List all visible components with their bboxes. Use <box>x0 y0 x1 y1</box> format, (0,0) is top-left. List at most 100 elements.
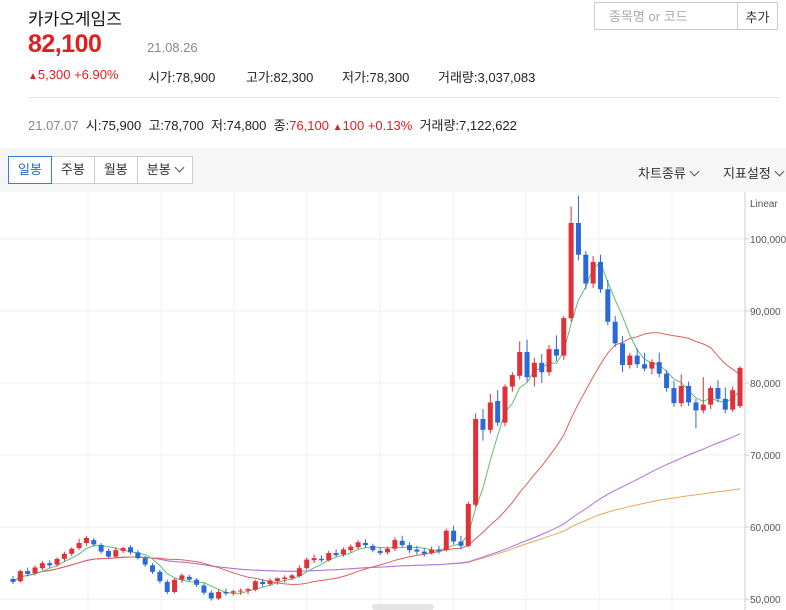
high-label: 고가 <box>246 70 270 85</box>
candle-body <box>91 540 97 545</box>
hover-low-label: 저 <box>211 118 223 133</box>
candle-body <box>201 585 207 593</box>
candle-body <box>392 540 398 549</box>
candle-body <box>311 558 317 561</box>
candle-body <box>120 548 126 551</box>
candle-body <box>634 355 640 365</box>
stock-name: 카카오게임즈 <box>28 10 122 29</box>
candle-body <box>69 548 75 554</box>
candle-body <box>656 362 662 374</box>
candle-body <box>150 565 156 572</box>
candle-body <box>517 351 523 376</box>
candle-body <box>715 388 721 399</box>
candle-body <box>414 549 420 552</box>
change-percent: +6.90% <box>74 67 119 82</box>
chevron-down-icon <box>174 162 185 173</box>
candle-body <box>157 571 163 582</box>
change-amount: 5,300 <box>37 67 71 82</box>
period-tabs: 일봉 주봉 월봉 분봉 <box>8 156 193 184</box>
candle-body <box>605 289 611 322</box>
y-tick-label: 90,000 <box>750 307 781 318</box>
ma120-line <box>12 488 741 583</box>
candle-body <box>17 571 23 582</box>
tab-minute[interactable]: 분봉 <box>136 156 193 184</box>
candle-body <box>737 367 743 407</box>
search-input[interactable] <box>595 3 737 29</box>
low-value: 78,300 <box>369 70 410 85</box>
candle-body <box>83 537 89 543</box>
candle-body <box>260 581 266 585</box>
candle-body <box>289 575 295 579</box>
candle-body <box>458 541 464 546</box>
candle-body <box>509 375 515 387</box>
candle-body <box>399 540 405 546</box>
price-date: 21.08.26 <box>147 40 198 55</box>
candle-body <box>127 547 133 553</box>
hover-volume: 7,122,622 <box>459 118 517 133</box>
candle-body <box>179 575 185 580</box>
high-value: 82,300 <box>273 70 314 85</box>
tab-monthly[interactable]: 월봉 <box>93 156 138 184</box>
candle-body <box>340 549 346 555</box>
chart-scrollbar[interactable] <box>372 604 434 610</box>
current-price: 82,100 <box>28 30 102 58</box>
stock-search: 추가 <box>594 2 778 30</box>
candle-body <box>76 542 82 549</box>
candle-body <box>590 261 596 284</box>
candle-body <box>10 579 16 582</box>
add-button[interactable]: 추가 <box>737 3 777 29</box>
chevron-down-icon <box>689 166 700 177</box>
open-stat: 시가:78,900 <box>148 70 216 85</box>
candlestick-chart[interactable]: Linear 100,000 90,000 80,000 70,000 60,000 50… <box>0 192 786 610</box>
candle-body <box>296 568 302 577</box>
candle-body <box>362 542 368 546</box>
candle-body <box>370 545 376 551</box>
candle-body <box>678 385 684 404</box>
candle-body <box>25 571 31 574</box>
chart-type-label: 차트종류 <box>638 166 686 181</box>
moving-averages <box>12 261 741 595</box>
candle-body <box>531 362 537 378</box>
candle-body <box>164 581 170 592</box>
candle-body <box>421 551 427 554</box>
tab-minute-label: 분봉 <box>146 162 171 177</box>
hover-volume-label: 거래량 <box>419 118 456 133</box>
volume-stat: 거래량:3,037,083 <box>438 70 536 85</box>
candle-body <box>135 552 141 559</box>
candle-body <box>465 504 471 546</box>
candle-body <box>568 222 574 319</box>
hover-high-label: 고 <box>148 118 161 133</box>
scale-label: Linear <box>750 199 778 210</box>
candle-body <box>693 402 699 411</box>
chart-type-menu[interactable]: 차트종류 <box>638 163 700 182</box>
candle-body <box>671 388 677 404</box>
candle-body <box>730 390 736 410</box>
tab-daily[interactable]: 일봉 <box>8 156 52 184</box>
hover-open: 75,900 <box>101 118 142 133</box>
y-tick-label: 80,000 <box>750 379 781 390</box>
hover-open-label: 시 <box>85 118 98 133</box>
candle-body <box>429 549 435 554</box>
candle-body <box>649 362 655 369</box>
candle-body <box>436 549 442 551</box>
candle-body <box>333 553 339 556</box>
candle-body <box>502 386 508 423</box>
hover-change: 100 <box>342 118 365 133</box>
candle-body <box>274 578 280 582</box>
candle-body <box>575 222 581 255</box>
candle-body <box>304 559 310 569</box>
candle-body <box>245 589 251 591</box>
candle-body <box>113 550 119 557</box>
indicator-settings-menu[interactable]: 지표설정 <box>723 163 785 182</box>
hover-close: 76,100 <box>289 118 329 133</box>
candle-body <box>377 550 383 554</box>
candle-body <box>700 404 706 411</box>
candle-body <box>664 373 670 389</box>
candle-body <box>583 254 589 284</box>
indicator-settings-label: 지표설정 <box>723 166 771 181</box>
y-tick-label: 100,000 <box>750 235 786 246</box>
price-change: ▲5,300 +6.90% <box>28 67 119 82</box>
ma5-line <box>12 261 741 595</box>
tab-weekly[interactable]: 주봉 <box>50 156 95 184</box>
hover-change-percent: +0.13% <box>367 118 413 133</box>
